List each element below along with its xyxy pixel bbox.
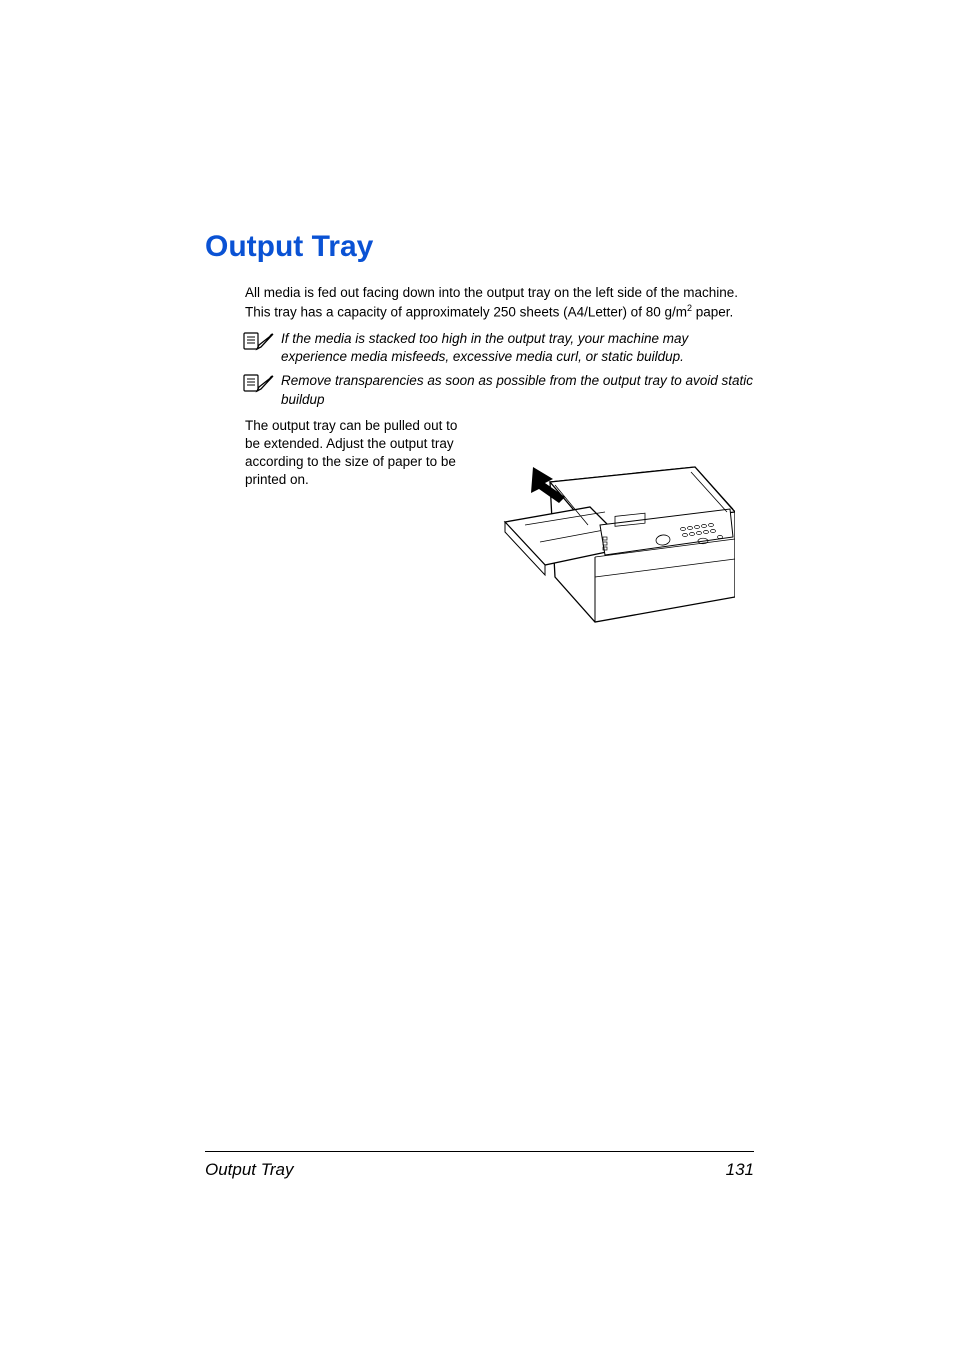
- note-icon: [243, 373, 281, 398]
- page-title: Output Tray: [205, 230, 754, 264]
- intro-text-1: All media is fed out facing down into th…: [245, 285, 738, 320]
- note-2: Remove transparencies as soon as possibl…: [245, 372, 754, 408]
- printer-illustration: [485, 417, 754, 627]
- body-content: All media is fed out facing down into th…: [205, 284, 754, 627]
- footer-row: Output Tray 131: [205, 1160, 754, 1180]
- two-column-section: The output tray can be pulled out to be …: [245, 417, 754, 627]
- footer-section-title: Output Tray: [205, 1160, 294, 1180]
- note-2-text: Remove transparencies as soon as possibl…: [281, 372, 754, 408]
- document-page: Output Tray All media is fed out facing …: [0, 0, 954, 1350]
- intro-text-2: paper.: [692, 305, 733, 320]
- note-icon: [243, 331, 281, 356]
- pullout-text: The output tray can be pulled out to be …: [245, 417, 485, 627]
- page-footer: Output Tray 131: [205, 1151, 754, 1180]
- note-1-text: If the media is stacked too high in the …: [281, 330, 754, 366]
- footer-rule: [205, 1151, 754, 1152]
- intro-paragraph: All media is fed out facing down into th…: [245, 284, 754, 322]
- note-1: If the media is stacked too high in the …: [245, 330, 754, 366]
- footer-page-number: 131: [726, 1160, 754, 1180]
